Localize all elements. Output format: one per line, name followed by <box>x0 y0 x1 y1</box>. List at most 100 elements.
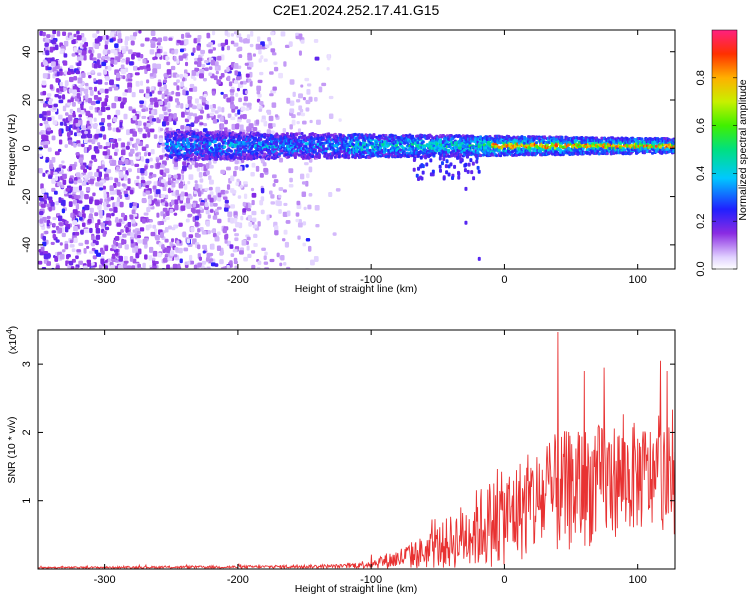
heat-cell <box>231 189 237 194</box>
heat-cell <box>295 152 299 156</box>
heat-cell <box>73 237 78 243</box>
heat-cell <box>193 264 198 269</box>
heat-cell <box>86 259 92 264</box>
heat-cell <box>271 52 277 56</box>
heat-cell <box>97 97 102 102</box>
heat-cell <box>197 103 201 109</box>
heat-cell <box>62 105 67 112</box>
heat-cell <box>69 76 74 83</box>
heat-cell <box>79 216 83 221</box>
heat-cell <box>157 48 161 54</box>
heat-cell <box>116 166 120 172</box>
heat-cell <box>193 38 198 44</box>
heat-cell <box>193 120 199 124</box>
heat-cell <box>305 107 310 112</box>
heat-cell <box>148 180 152 184</box>
heat-cell <box>92 239 97 244</box>
heat-cell <box>98 264 103 269</box>
heat-cell <box>114 236 120 241</box>
heat-cell <box>130 232 134 238</box>
heat-cell <box>94 172 99 177</box>
heat-cell <box>88 144 92 150</box>
heat-cell <box>87 262 92 267</box>
heat-cell <box>297 153 301 157</box>
heat-cell <box>111 159 117 166</box>
heat-cell <box>80 229 84 235</box>
heat-cell <box>73 132 78 137</box>
heat-cell <box>165 210 170 216</box>
heat-cell <box>83 168 87 173</box>
heat-cell <box>199 202 205 206</box>
heat-cell <box>52 230 57 234</box>
heat-cell <box>43 194 48 200</box>
heat-cell <box>76 62 81 67</box>
heat-cell <box>312 140 316 144</box>
heat-cell <box>132 109 136 114</box>
heat-cell <box>286 97 291 104</box>
heat-cell <box>307 245 312 252</box>
heat-cell <box>157 37 163 43</box>
heat-cell <box>126 129 131 136</box>
heat-cell <box>312 138 316 142</box>
heat-cell <box>286 266 291 269</box>
heat-cell <box>227 113 232 119</box>
heat-cell <box>174 98 179 103</box>
heat-cell <box>47 93 52 97</box>
heat-cell <box>307 135 311 139</box>
heat-cell <box>180 191 185 197</box>
heat-cell <box>155 189 161 195</box>
heat-cell <box>200 149 204 153</box>
heat-cell <box>183 184 188 190</box>
heat-cell <box>52 106 57 111</box>
heat-cell <box>300 132 304 136</box>
heat-cell <box>118 160 123 166</box>
heat-cell <box>156 162 162 168</box>
heat-cell <box>62 60 68 66</box>
heat-cell <box>47 104 53 109</box>
heat-cell <box>80 165 85 170</box>
heat-cell <box>151 118 157 122</box>
heat-cell <box>372 133 376 137</box>
heat-cell <box>180 133 184 137</box>
heat-cell <box>216 154 220 158</box>
heat-cell <box>189 254 193 261</box>
heat-cell <box>282 211 288 218</box>
heat-cell <box>153 73 157 79</box>
heat-cell <box>50 201 55 207</box>
heat-cell <box>298 105 303 111</box>
heat-cell <box>243 256 248 262</box>
heat-cell <box>186 197 191 204</box>
heat-cell <box>54 151 60 156</box>
heat-cell <box>187 260 191 265</box>
heat-cell <box>83 139 88 144</box>
heat-cell <box>80 110 85 115</box>
heat-cell <box>97 64 102 69</box>
heat-cell <box>123 190 128 195</box>
heat-cell <box>217 196 222 202</box>
heat-cell <box>210 262 216 267</box>
heat-cell <box>170 65 176 71</box>
heat-cell <box>260 209 265 215</box>
heat-cell <box>41 80 47 86</box>
heat-cell <box>69 65 74 70</box>
heat-cell <box>137 263 141 269</box>
heat-cell <box>40 246 45 252</box>
heat-cell <box>194 215 199 221</box>
heat-cell <box>72 163 77 170</box>
heat-cell <box>126 265 132 269</box>
heat-cell <box>163 98 169 103</box>
heat-cell <box>157 90 162 95</box>
heat-cell <box>371 142 375 146</box>
heat-cell <box>48 98 54 102</box>
heat-cell <box>43 120 49 125</box>
heat-cell <box>269 93 274 97</box>
heat-cell <box>59 71 63 76</box>
heat-cell <box>246 126 250 133</box>
heat-cell <box>252 127 258 132</box>
heat-cell <box>145 144 149 149</box>
heat-cell <box>192 202 197 208</box>
heat-cell <box>224 141 228 145</box>
heat-cell <box>240 215 244 221</box>
heat-cell <box>248 142 252 146</box>
heat-cell <box>50 115 55 121</box>
